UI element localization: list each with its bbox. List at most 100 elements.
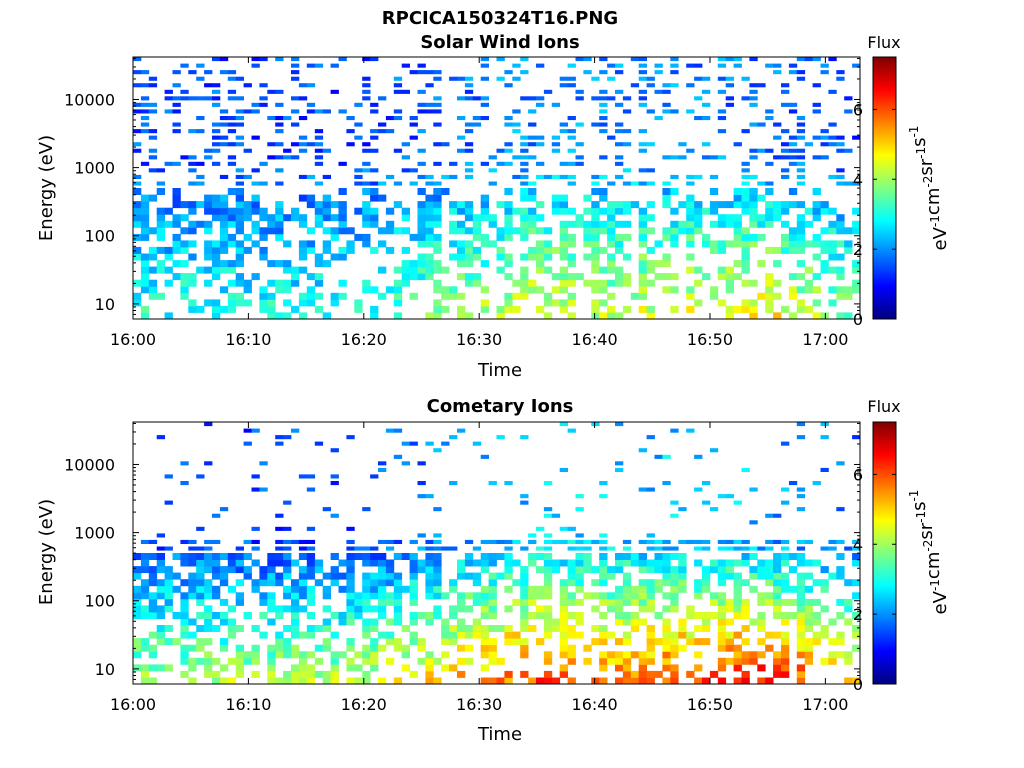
- spectrogram-cell: [322, 246, 331, 254]
- spectrogram-cell: [528, 214, 537, 222]
- spectrogram-cell: [781, 89, 790, 94]
- spectrogram-cell: [615, 612, 624, 619]
- spectrogram-cell: [401, 266, 410, 274]
- spectrogram-cell: [844, 651, 853, 659]
- spectrogram-cell: [235, 651, 244, 659]
- spectrogram-cell: [559, 605, 568, 613]
- spectrogram-cell: [291, 63, 300, 68]
- spectrogram-cell: [306, 664, 316, 672]
- spectrogram-cell: [638, 142, 647, 147]
- spectrogram-cell: [385, 207, 395, 215]
- spectrogram-cell: [362, 644, 371, 652]
- spectrogram-cell: [298, 566, 308, 574]
- spectrogram-cell: [164, 246, 173, 254]
- spectrogram-cell: [773, 246, 782, 254]
- spectrogram-cell: [164, 279, 173, 287]
- spectrogram-cell: [638, 240, 647, 248]
- spectrogram-cell: [741, 539, 750, 544]
- spectrogram-cell: [180, 201, 189, 209]
- spectrogram-cell: [749, 572, 758, 580]
- spectrogram-cell: [464, 122, 474, 127]
- spectrogram-cell: [788, 70, 798, 75]
- spectrogram-cell: [133, 246, 142, 254]
- spectrogram-cell: [464, 174, 474, 179]
- spectrogram-cell: [496, 233, 505, 241]
- spectrogram-cell: [212, 214, 221, 222]
- spectrogram-cell: [346, 657, 355, 665]
- spectrogram-cell: [796, 174, 806, 179]
- spectrogram-cell: [733, 605, 742, 613]
- spectrogram-cell: [662, 631, 671, 639]
- spectrogram-cell: [148, 553, 158, 560]
- spectrogram-cell: [757, 546, 766, 551]
- spectrogram-cell: [219, 644, 229, 652]
- spectrogram-cell: [591, 579, 600, 587]
- spectrogram-cell: [607, 201, 616, 209]
- spectrogram-cell: [235, 76, 244, 81]
- spectrogram-cell: [599, 612, 608, 619]
- spectrogram-cell: [646, 625, 655, 632]
- spectrogram-cell: [433, 214, 442, 222]
- spectrogram-cell: [133, 585, 142, 593]
- spectrogram-cell: [314, 129, 324, 134]
- spectrogram-cell: [172, 102, 181, 107]
- spectrogram-cell: [362, 618, 371, 626]
- spectrogram-cell: [741, 605, 750, 613]
- spectrogram-cell: [196, 526, 205, 531]
- spectrogram-cell: [148, 651, 158, 659]
- spectrogram-cell: [622, 553, 632, 560]
- spectrogram-cell: [148, 579, 158, 587]
- spectrogram-cell: [591, 214, 600, 222]
- spectrogram-cell: [433, 260, 442, 268]
- spectrogram-cell: [615, 605, 624, 613]
- spectrogram-cell: [796, 168, 806, 173]
- spectrogram-cell: [662, 644, 671, 652]
- spectrogram-cell: [275, 233, 284, 241]
- spectrogram-cell: [188, 227, 197, 235]
- spectrogram-cell: [457, 625, 466, 632]
- spectrogram-cell: [275, 214, 284, 222]
- spectrogram-cell: [528, 279, 537, 287]
- spectrogram-cell: [441, 174, 450, 179]
- spectrogram-cell: [275, 207, 284, 215]
- spectrogram-cell: [733, 572, 742, 580]
- spectrogram-cell: [638, 227, 647, 235]
- spectrogram-cell: [773, 260, 782, 268]
- spectrogram-cell: [725, 631, 734, 639]
- spectrogram-cell: [457, 312, 466, 320]
- spectrogram-cell: [393, 109, 403, 114]
- spectrogram-cell: [765, 63, 774, 68]
- spectrogram-cell: [188, 253, 197, 261]
- spectrogram-cell: [536, 305, 545, 313]
- spectrogram-cell: [520, 233, 529, 241]
- spectrogram-cell: [140, 539, 150, 544]
- spectrogram-cell: [212, 129, 221, 134]
- spectrogram-cell: [599, 657, 608, 665]
- spectrogram-cell: [291, 428, 300, 433]
- spectrogram-cell: [204, 155, 213, 160]
- spectrogram-cell: [219, 214, 229, 222]
- spectrogram-cell: [393, 292, 403, 300]
- spectrogram-cell: [788, 233, 798, 241]
- spectrogram-cell: [741, 181, 750, 186]
- spectrogram-cell: [227, 207, 237, 215]
- spectrogram-cell: [314, 644, 324, 652]
- spectrogram-cell: [630, 553, 640, 560]
- spectrogram-cell: [472, 625, 482, 632]
- spectrogram-cell: [314, 670, 324, 678]
- spectrogram-cell: [717, 129, 727, 134]
- spectrogram-cell: [717, 220, 727, 228]
- spectrogram-cell: [441, 651, 450, 659]
- spectrogram-cell: [559, 598, 568, 606]
- spectrogram-cell: [622, 612, 632, 619]
- spectrogram-cell: [393, 227, 403, 235]
- spectrogram-cell: [385, 129, 395, 134]
- spectrogram-cell: [298, 631, 308, 639]
- spectrogram-cell: [678, 227, 687, 235]
- spectrogram-cell: [409, 566, 418, 574]
- spectrogram-cell: [781, 155, 790, 160]
- spectrogram-cell: [449, 76, 458, 81]
- spectrogram-cell: [140, 214, 150, 222]
- spectrogram-cell: [370, 312, 379, 320]
- x-tick-label: 16:20: [341, 695, 387, 714]
